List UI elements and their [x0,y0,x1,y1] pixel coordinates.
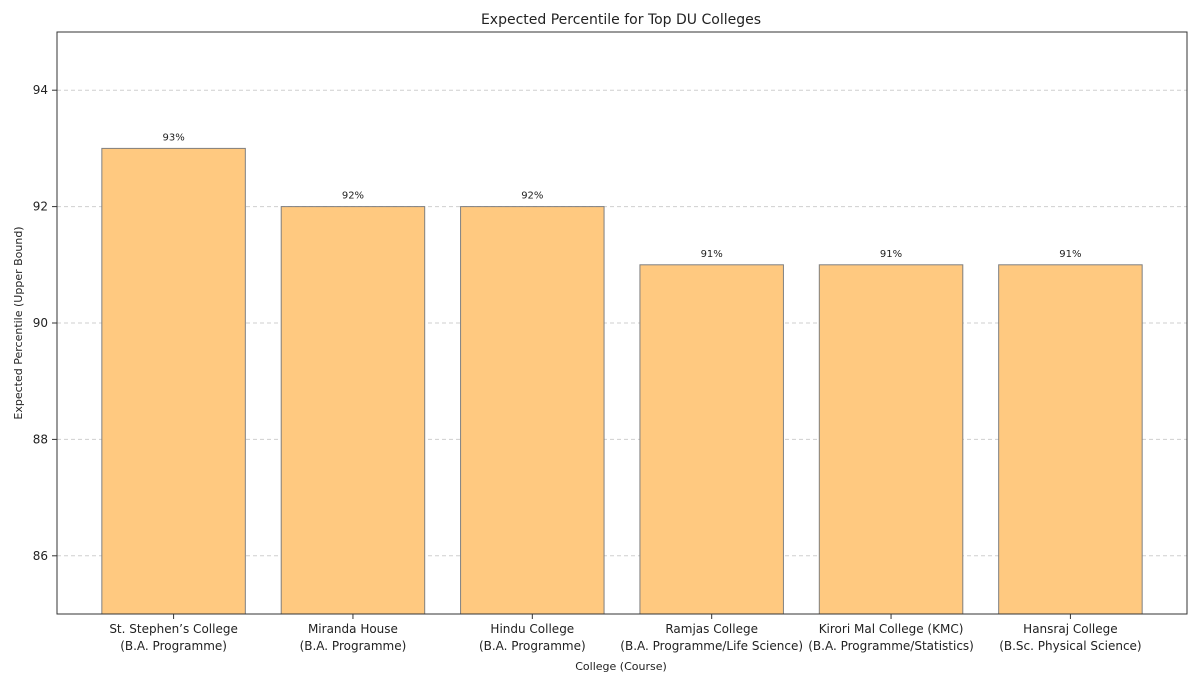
x-tick-label-line: Ramjas College [665,622,758,636]
y-tick-label: 86 [33,549,48,563]
bar [818,264,964,615]
bar-data-label: 91% [880,249,902,260]
bar-data-label: 91% [1059,249,1081,260]
bar-data-label: 91% [701,249,723,260]
x-tick-label-line: (B.A. Programme) [300,639,407,653]
x-tick-label-line: St. Stephen’s College [109,622,238,636]
x-tick-label-line: Hindu College [490,622,574,636]
data-labels: 93% 92% 92% 91% 91% 91% [162,132,1081,259]
chart-title: Expected Percentile for Top DU Colleges [481,12,761,28]
x-tick-label-line: (B.A. Programme) [479,639,586,653]
x-tick-label: Miranda House (B.A. Programme) [300,622,407,653]
y-axis-ticks: 86 88 90 92 94 [33,83,57,563]
bars [101,147,1143,615]
x-tick-label-line: (B.A. Programme) [120,639,227,653]
x-axis-label: College (Course) [575,660,667,673]
y-tick-label: 90 [33,316,48,330]
x-tick-label-line: Hansraj College [1023,622,1117,636]
bar-data-label: 92% [342,191,364,202]
y-tick-label: 88 [33,432,48,446]
x-tick-label: St. Stephen’s College (B.A. Programme) [109,622,238,653]
bar [280,206,426,615]
bar-data-label: 92% [521,191,543,202]
x-tick-label-line: (B.Sc. Physical Science) [999,639,1141,653]
x-tick-label-line: (B.A. Programme/Life Science) [620,639,803,653]
bar [101,147,246,615]
plot-frame [56,31,1188,615]
bar-data-label: 93% [162,132,184,143]
x-tick-label: Kirori Mal College (KMC) (B.A. Programme/… [808,622,974,653]
x-tick-label-line: Miranda House [308,622,398,636]
bar [639,264,784,615]
x-tick-label-line: (B.A. Programme/Statistics) [808,639,974,653]
y-tick-label: 92 [33,200,48,214]
bar [460,206,605,615]
y-tick-label: 94 [33,83,48,97]
bar [998,264,1143,615]
y-axis-label: Expected Percentile (Upper Bound) [12,226,25,419]
x-tick-label: Hindu College (B.A. Programme) [479,622,586,653]
x-axis-ticks: St. Stephen’s College (B.A. Programme)Mir… [109,614,1142,653]
x-tick-label: Hansraj College (B.Sc. Physical Science) [999,622,1141,653]
x-tick-label-line: Kirori Mal College (KMC) [819,622,964,636]
x-tick-label: Ramjas College (B.A. Programme/Life Scien… [620,622,803,653]
